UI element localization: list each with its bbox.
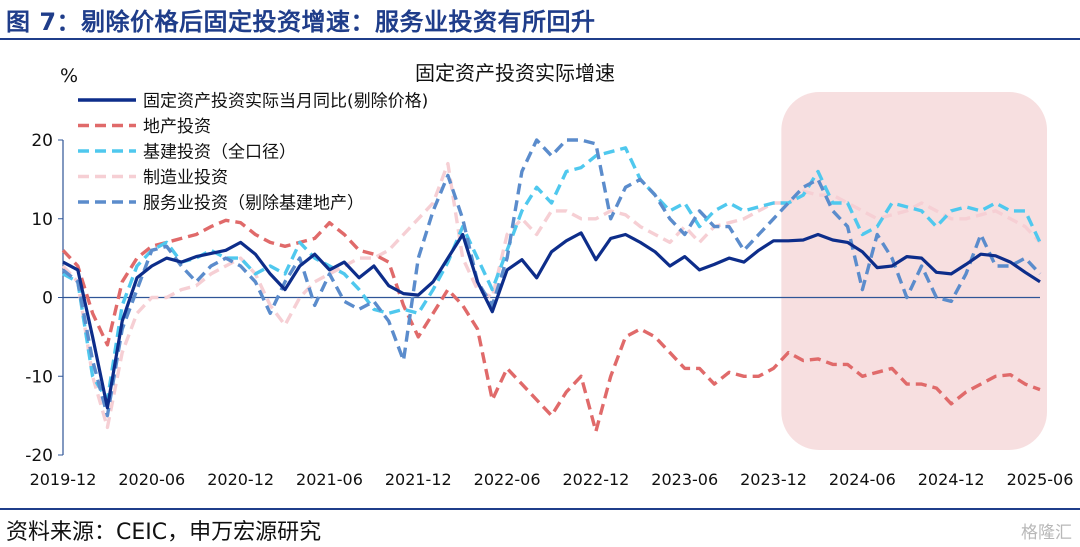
line-chart: -20 -10 0 10 20 2019-12 2020-06 2020-12 2021-06 2… <box>25 61 1073 489</box>
series-line-0 <box>62 231 1041 410</box>
y-tick-label: 10 <box>31 210 53 230</box>
x-tick-label: 2024-12 <box>918 470 985 489</box>
series-layer <box>61 138 1042 434</box>
x-tick-label: 2022-06 <box>474 470 541 489</box>
title-rule <box>0 38 1080 40</box>
x-tick-label: 2024-06 <box>829 470 896 489</box>
figure-title: 图 7：剔除价格后固定投资增速：服务业投资有所回升 <box>6 8 596 36</box>
y-tick-label: 20 <box>31 131 53 151</box>
chart-title: 固定资产投资实际增速 <box>415 61 615 85</box>
legend-label-3: 制造业投资 <box>143 168 228 188</box>
series-line-3 <box>61 161 1042 430</box>
series-line-1 <box>61 218 1041 434</box>
x-tick-label: 2023-06 <box>651 470 718 489</box>
legend-label-4: 服务业投资（剔除基建地产） <box>143 194 364 214</box>
axes: -20 -10 0 10 20 2019-12 2020-06 2020-12 2021-06 2… <box>25 131 1073 489</box>
x-tick-label: 2023-12 <box>740 470 807 489</box>
y-tick-label: 0 <box>42 289 53 309</box>
y-tick-label: -20 <box>25 446 53 466</box>
series-line-4 <box>61 138 1042 418</box>
source-note: 资料来源：CEIC，申万宏源研究 <box>6 520 322 545</box>
legend-label-2: 基建投资（全口径） <box>143 143 296 163</box>
x-tick-label: 2019-12 <box>30 470 97 489</box>
x-tick-label: 2025-06 <box>1007 470 1074 489</box>
series-line-2 <box>62 146 1042 402</box>
legend-label-0: 固定资产投资实际当月同比(剔除价格) <box>143 92 428 112</box>
x-tick-label: 2021-06 <box>296 470 363 489</box>
x-tick-label: 2020-06 <box>118 470 185 489</box>
legend-label-1: 地产投资 <box>143 117 211 137</box>
x-tick-label: 2022-12 <box>562 470 629 489</box>
y-tick-label: -10 <box>25 367 53 387</box>
x-tick-label: 2021-12 <box>385 470 452 489</box>
watermark: 格隆汇 <box>1021 523 1072 543</box>
source-rule <box>0 508 1080 510</box>
highlight-region <box>781 92 1047 450</box>
y-axis-unit: % <box>60 65 78 87</box>
x-tick-label: 2020-12 <box>207 470 274 489</box>
